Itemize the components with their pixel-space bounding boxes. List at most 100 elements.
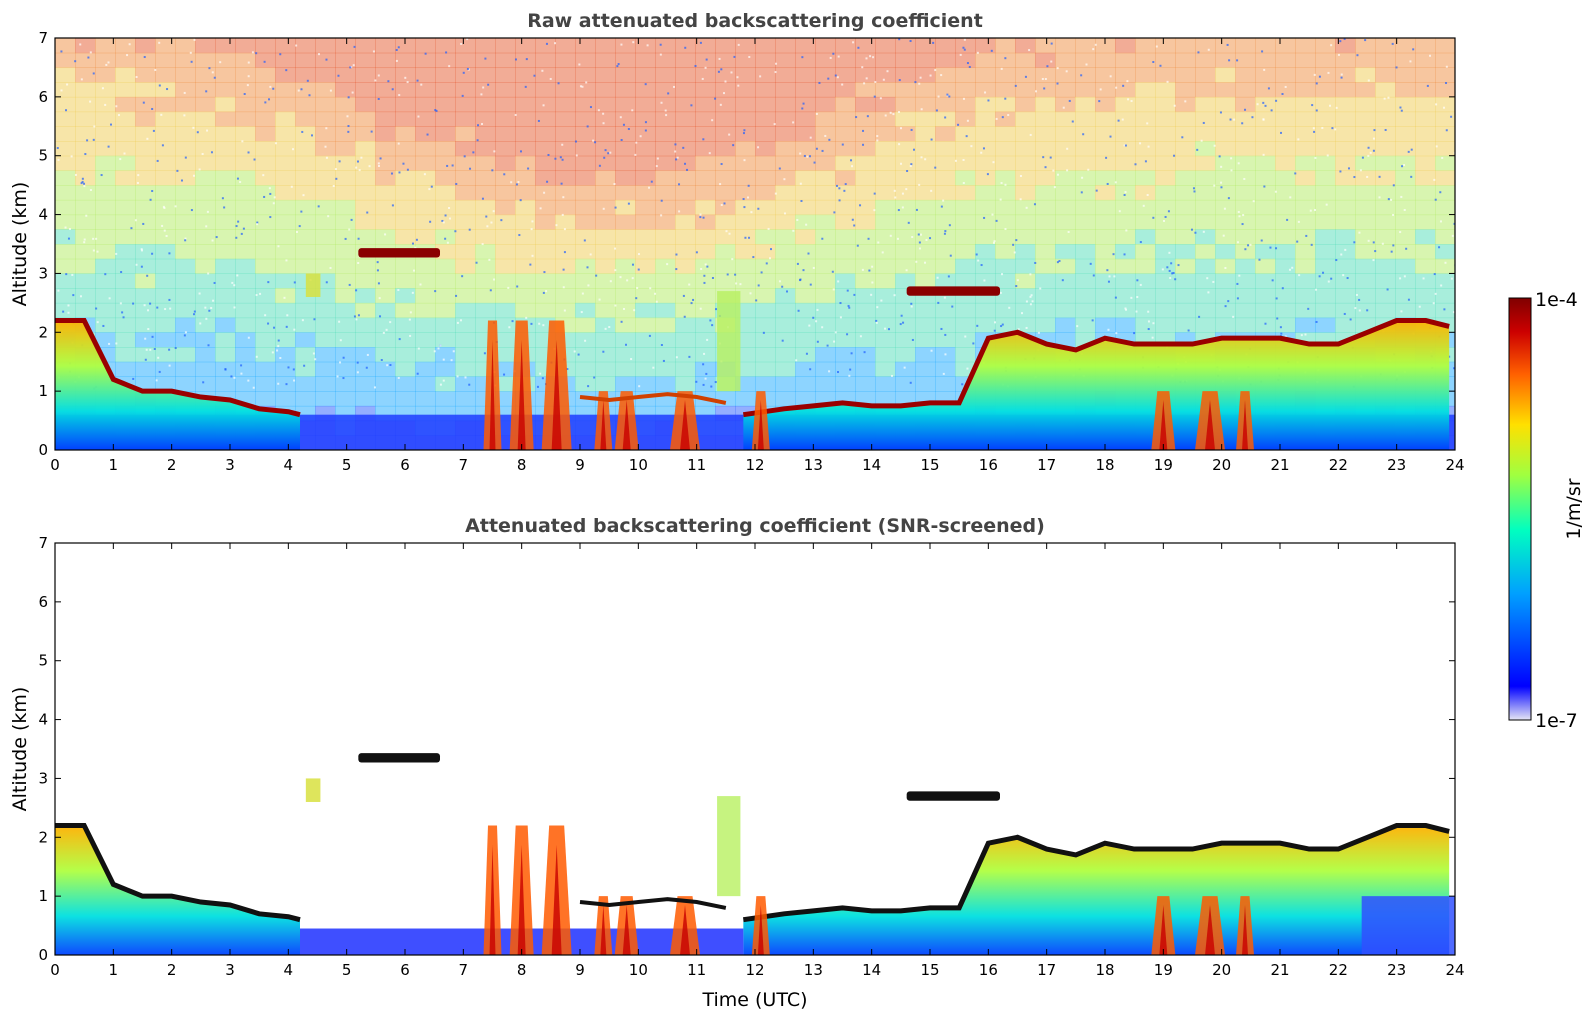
speckle — [1118, 210, 1121, 213]
speckle — [1270, 109, 1273, 112]
speckle — [1000, 181, 1003, 184]
speckle — [911, 338, 914, 341]
speckle — [481, 197, 484, 200]
noise-cell — [695, 38, 716, 54]
speckle — [918, 183, 921, 186]
noise-cell — [795, 214, 816, 230]
speckle — [84, 153, 87, 156]
speckle — [562, 268, 565, 271]
speckle — [541, 69, 544, 72]
speckle — [635, 141, 638, 144]
noise-cell — [1395, 258, 1416, 275]
noise-cell — [215, 244, 236, 260]
speckle — [627, 202, 630, 205]
noise-cell — [275, 38, 296, 54]
speckle — [705, 372, 708, 375]
noise-cell — [875, 214, 896, 230]
speckle — [161, 144, 164, 147]
speckle — [1291, 266, 1294, 269]
noise-cell — [795, 361, 816, 378]
noise-cell — [315, 199, 336, 216]
noise-cell — [815, 258, 836, 275]
speckle — [678, 210, 681, 213]
noise-cell — [795, 170, 816, 186]
speckle — [937, 95, 940, 98]
noise-cell — [855, 199, 876, 216]
noise-cell — [195, 244, 216, 260]
speckle — [849, 368, 852, 371]
speckle — [1403, 209, 1406, 212]
noise-cell — [1215, 52, 1236, 69]
speckle — [151, 252, 154, 255]
speckle — [631, 277, 634, 280]
speckle — [833, 211, 836, 214]
noise-cell — [175, 302, 196, 319]
noise-cell — [855, 96, 876, 113]
noise-cell — [1035, 111, 1056, 127]
noise-cell — [1235, 155, 1256, 172]
speckle — [373, 386, 376, 389]
speckle — [1184, 100, 1187, 103]
speckle — [83, 182, 86, 185]
noise-cell — [515, 258, 536, 275]
speckle — [656, 157, 659, 160]
noise-cell — [1435, 141, 1455, 157]
noise-cell — [495, 376, 516, 392]
noise-cell — [175, 273, 196, 289]
speckle — [240, 364, 243, 367]
noise-cell — [615, 199, 636, 216]
speckle — [295, 44, 298, 47]
noise-cell — [1335, 111, 1356, 127]
speckle — [137, 174, 140, 177]
noise-cell — [75, 273, 96, 289]
noise-cell — [1295, 141, 1316, 157]
noise-cell — [155, 185, 176, 201]
speckle — [1092, 48, 1095, 51]
noise-cell — [295, 155, 316, 172]
noise-cell — [435, 302, 456, 319]
noise-cell — [555, 170, 576, 186]
speckle — [353, 45, 356, 48]
noise-cell — [835, 52, 856, 69]
speckle — [348, 228, 351, 231]
noise-cell — [655, 96, 676, 113]
noise-cell — [1255, 141, 1276, 157]
speckle — [267, 281, 270, 284]
noise-cell — [975, 170, 996, 186]
speckle — [146, 274, 149, 277]
noise-cell — [1395, 273, 1416, 289]
boundary-layer — [743, 320, 1450, 450]
noise-cell — [1335, 82, 1356, 98]
speckle — [1339, 40, 1342, 43]
noise-cell — [655, 273, 676, 289]
y-tick-label: 0 — [38, 441, 48, 459]
speckle — [1152, 60, 1155, 63]
speckle — [893, 189, 896, 192]
noise-cell — [1315, 67, 1336, 83]
speckle — [1168, 269, 1171, 272]
speckle — [1112, 253, 1115, 256]
noise-cell — [1015, 229, 1036, 245]
speckle — [96, 250, 99, 253]
speckle — [514, 113, 517, 116]
noise-cell — [815, 126, 836, 142]
speckle — [714, 97, 717, 100]
noise-cell — [435, 376, 456, 392]
speckle — [639, 135, 642, 138]
speckle — [235, 225, 238, 228]
noise-cell — [75, 141, 96, 157]
speckle — [1358, 298, 1361, 301]
speckle — [853, 224, 856, 227]
noise-cell — [915, 199, 936, 216]
speckle — [597, 109, 600, 112]
noise-cell — [355, 332, 376, 348]
speckle — [667, 92, 670, 95]
speckle — [940, 74, 943, 77]
speckle — [1173, 104, 1176, 107]
noise-cell — [1215, 229, 1236, 245]
noise-cell — [935, 126, 956, 142]
speckle — [272, 87, 275, 90]
panel-title: Attenuated backscattering coefficient (S… — [465, 515, 1045, 537]
noise-cell — [1235, 302, 1256, 319]
speckle — [1330, 277, 1333, 280]
